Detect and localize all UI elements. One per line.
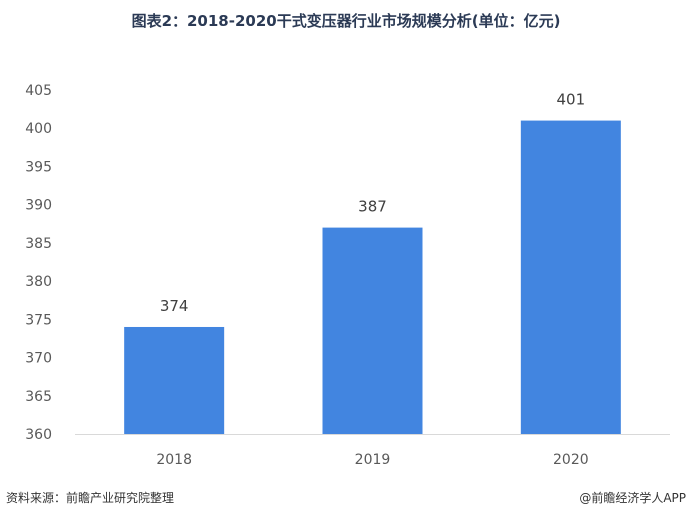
y-tick-label: 370 [25, 351, 52, 367]
bar-2018 [124, 326, 225, 434]
x-tick-label-2020: 2020 [553, 452, 589, 468]
y-tick-label: 365 [25, 389, 52, 405]
bar-2019 [322, 227, 423, 434]
y-tick-label: 385 [25, 236, 52, 252]
x-tick-label-2018: 2018 [156, 452, 192, 468]
x-axis: 2018 2019 2020 [156, 452, 588, 468]
brand-note: @前瞻经济学人APP [579, 491, 686, 505]
y-tick-label: 395 [25, 159, 52, 175]
source-note: 资料来源：前瞻产业研究院整理 [6, 491, 175, 505]
y-tick-label: 400 [25, 121, 52, 137]
y-axis: 360 365 370 375 380 385 390 395 400 405 [25, 83, 52, 443]
bars-group: 374 387 401 [124, 91, 621, 435]
y-tick-label: 360 [25, 427, 52, 443]
data-label-2019: 387 [358, 198, 387, 216]
bar-2020 [520, 120, 621, 435]
x-tick-label-2019: 2019 [355, 452, 391, 468]
chart-title: 图表2：2018-2020干式变压器行业市场规模分析(单位：亿元) [131, 12, 561, 30]
y-tick-label: 390 [25, 198, 52, 214]
data-label-2018: 374 [160, 297, 189, 315]
data-label-2020: 401 [557, 91, 586, 109]
y-tick-label: 380 [25, 274, 52, 290]
y-tick-label: 375 [25, 312, 52, 328]
y-tick-label: 405 [25, 83, 52, 99]
